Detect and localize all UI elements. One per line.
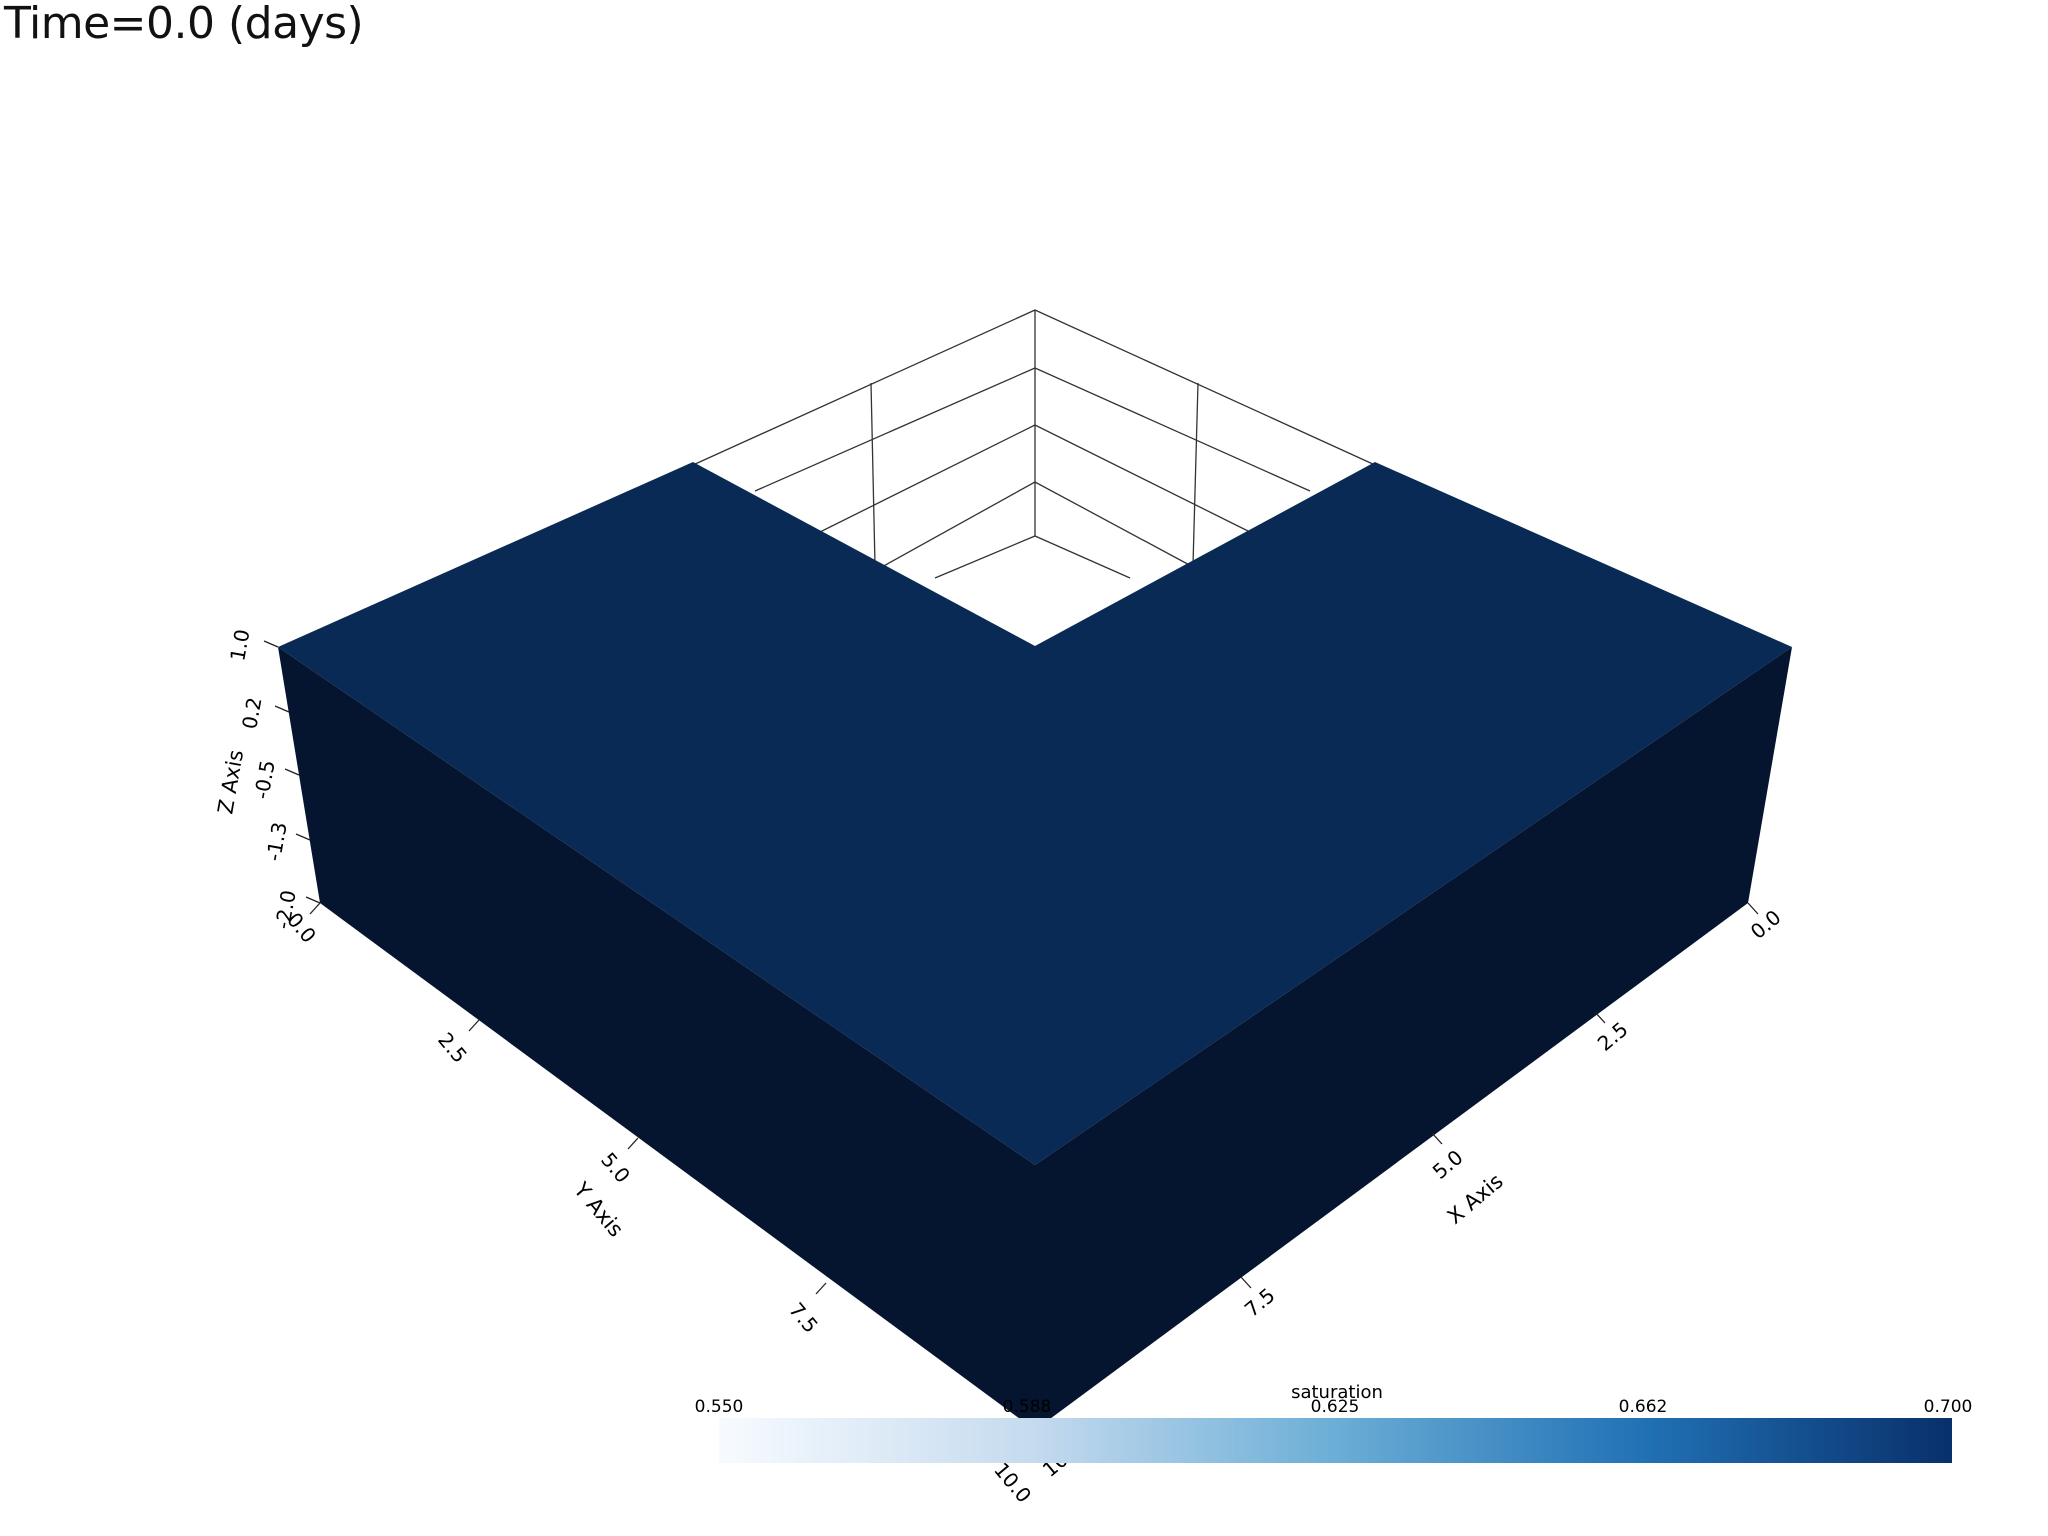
z-axis [263, 640, 321, 904]
x-axis-label: X Axis [1443, 1169, 1508, 1229]
x-tick-label: 7.5 [1240, 1283, 1280, 1322]
x-tick-label: 5.0 [1428, 1145, 1468, 1184]
mesh-front-right-face [1035, 647, 1792, 1430]
back-grid [692, 309, 1376, 579]
colorbar-tick-label: 0.625 [1311, 1397, 1360, 1417]
x-tick-label: 2.5 [1593, 1017, 1633, 1056]
y-tick-label: 2.5 [433, 1028, 472, 1068]
colorbar-tick-label: 0.550 [695, 1397, 744, 1417]
z-tick-label: 1.0 [225, 627, 254, 662]
z-tick-label: -1.3 [261, 820, 291, 863]
colorbar-tick-label: 0.662 [1619, 1397, 1668, 1417]
colorbar-tick-label: 0.700 [1924, 1397, 1973, 1417]
colorbar-title: saturation [1291, 1382, 1383, 1403]
z-axis-label: Z Axis [213, 748, 248, 816]
z-tick-label: -0.5 [249, 758, 279, 801]
y-tick-label: 7.5 [784, 1298, 823, 1338]
time-title: Time=0.0 (days) [4, 0, 364, 49]
colorbar-tick-label: 0.588 [1003, 1397, 1052, 1417]
y-tick-label: 5.0 [596, 1148, 635, 1188]
colorbar-gradient [719, 1418, 1952, 1463]
x-axis [1240, 902, 1759, 1289]
mesh-front-left-face [278, 647, 1035, 1430]
z-tick-label: 0.2 [237, 695, 266, 730]
x-tick-label: 0.0 [1746, 905, 1786, 944]
y-axis-label: Y Axis [569, 1177, 629, 1242]
y-tick-label: 10.0 [989, 1458, 1036, 1508]
y-axis [309, 902, 827, 1295]
colorbar: saturation 0.550 0.588 0.625 0.662 0.700 [695, 1382, 1973, 1463]
mesh-top-face [278, 462, 1792, 1165]
